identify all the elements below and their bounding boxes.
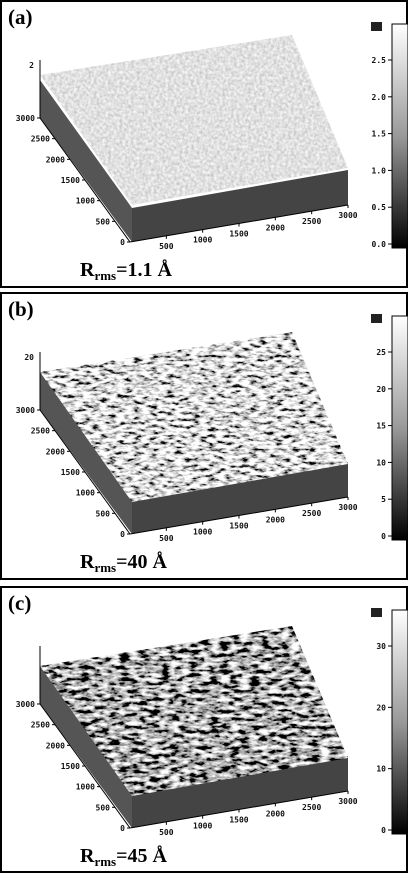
colorbar-tick-label: 2.0	[372, 93, 387, 102]
y-tick-label: 2000	[46, 741, 65, 750]
surface	[40, 332, 348, 502]
y-tick-label: 3000	[16, 114, 35, 123]
colorbar-tick-label: 10	[376, 458, 386, 467]
rms-label: Rrms=45 Å	[80, 844, 168, 869]
z-tick-label: 2	[29, 61, 34, 70]
y-tick-label: 2000	[46, 447, 65, 456]
x-tick-label: 1000	[193, 236, 212, 245]
x-tick-label: 500	[159, 242, 174, 251]
x-tick-label: 2000	[266, 223, 285, 232]
y-tick-label: 1000	[76, 197, 95, 206]
x-tick-label: 3000	[338, 211, 357, 220]
x-tick-label: 1500	[229, 230, 248, 239]
rms-label: Rrms=40 Å	[80, 550, 168, 575]
y-tick-label: 0	[120, 238, 125, 247]
colorbar-tick-label: 10	[376, 765, 386, 774]
y-tick-label: 1500	[61, 176, 80, 185]
y-tick-label: 2500	[31, 135, 50, 144]
x-tick-label: 2000	[266, 515, 285, 524]
colorbar-tick-label: 1.5	[372, 130, 387, 139]
colorbar-tick-label: 1.0	[372, 166, 387, 175]
rms-symbol: R	[80, 259, 95, 281]
rms-label: Rrms=1.1 Å	[80, 258, 173, 283]
x-tick-label: 500	[159, 828, 174, 837]
panel: (b) 20 3000 2500 2000 1500 1000 500 0 500 1000 1500…	[0, 292, 408, 580]
x-tick-label: 500	[159, 534, 174, 543]
colorbar-swatch	[371, 314, 382, 323]
colorbar-tick-label: 0	[381, 826, 386, 835]
y-tick-label: 500	[96, 803, 111, 812]
colorbar-swatch	[371, 608, 382, 617]
surface	[40, 35, 348, 205]
y-tick-label: 2500	[31, 721, 50, 730]
rms-subscript: rms	[94, 268, 116, 283]
panel: (a) 2 3000 2500 2000 1500 1000 500 0 500 1000 1500 2…	[0, 0, 408, 288]
panel-label: (c)	[8, 591, 31, 615]
surface-front	[132, 170, 348, 242]
colorbar-tick-label: 0.5	[372, 203, 387, 212]
colorbar	[391, 315, 408, 541]
surface-side	[40, 80, 132, 242]
y-tick-label: 3000	[16, 700, 35, 709]
colorbar-tick-label: 2.5	[372, 56, 387, 65]
x-tick-label: 2500	[302, 803, 321, 812]
rms-symbol: R	[80, 845, 95, 867]
rms-value: =40 Å	[116, 550, 167, 573]
rms-value: =1.1 Å	[116, 258, 172, 281]
surface-front	[132, 462, 348, 534]
x-tick-label: 2000	[266, 809, 285, 818]
y-tick-label: 0	[120, 530, 125, 539]
surface-side	[40, 666, 132, 828]
x-tick-label: 1000	[193, 822, 212, 831]
x-tick-label: 1500	[229, 522, 248, 531]
x-tick-label: 3000	[338, 797, 357, 806]
y-tick-label: 1000	[76, 489, 95, 498]
x-tick-label: 1500	[229, 816, 248, 825]
colorbar-tick-label: 0.0	[372, 240, 387, 249]
y-tick-label: 1500	[61, 762, 80, 771]
panel-label: (b)	[8, 297, 34, 321]
y-tick-label: 0	[120, 824, 125, 833]
rms-subscript: rms	[94, 560, 116, 575]
colorbar-tick-label: 20	[376, 385, 386, 394]
y-tick-label: 1000	[76, 783, 95, 792]
surface	[40, 626, 348, 796]
y-tick-label: 2000	[46, 155, 65, 164]
x-tick-label: 1000	[193, 528, 212, 537]
panel-label: (a)	[8, 5, 33, 29]
colorbar-tick-label: 15	[376, 422, 386, 431]
rms-value: =45 Å	[116, 844, 167, 867]
rms-symbol: R	[80, 551, 95, 573]
y-tick-label: 1500	[61, 468, 80, 477]
colorbar	[391, 609, 408, 835]
panel: (c) 3000 2500 2000 1500 1000 500 0 500 1000 1500 20…	[0, 586, 408, 873]
x-tick-label: 2500	[302, 509, 321, 518]
surface-front	[132, 756, 348, 828]
colorbar-tick-label: 5	[381, 495, 386, 504]
y-tick-label: 500	[96, 217, 111, 226]
z-tick-label: 20	[24, 353, 34, 362]
x-tick-label: 3000	[338, 503, 357, 512]
y-tick-label: 3000	[16, 406, 35, 415]
colorbar-tick-label: 20	[376, 703, 386, 712]
colorbar-tick-label: 25	[376, 348, 386, 357]
surface-side	[40, 372, 132, 534]
colorbar	[391, 23, 408, 249]
rms-subscript: rms	[94, 854, 116, 869]
colorbar-tick-label: 0	[381, 532, 386, 541]
colorbar-swatch	[371, 22, 382, 31]
x-tick-label: 2500	[302, 217, 321, 226]
y-tick-label: 500	[96, 509, 111, 518]
colorbar-tick-label: 30	[376, 642, 386, 651]
y-tick-label: 2500	[31, 427, 50, 436]
